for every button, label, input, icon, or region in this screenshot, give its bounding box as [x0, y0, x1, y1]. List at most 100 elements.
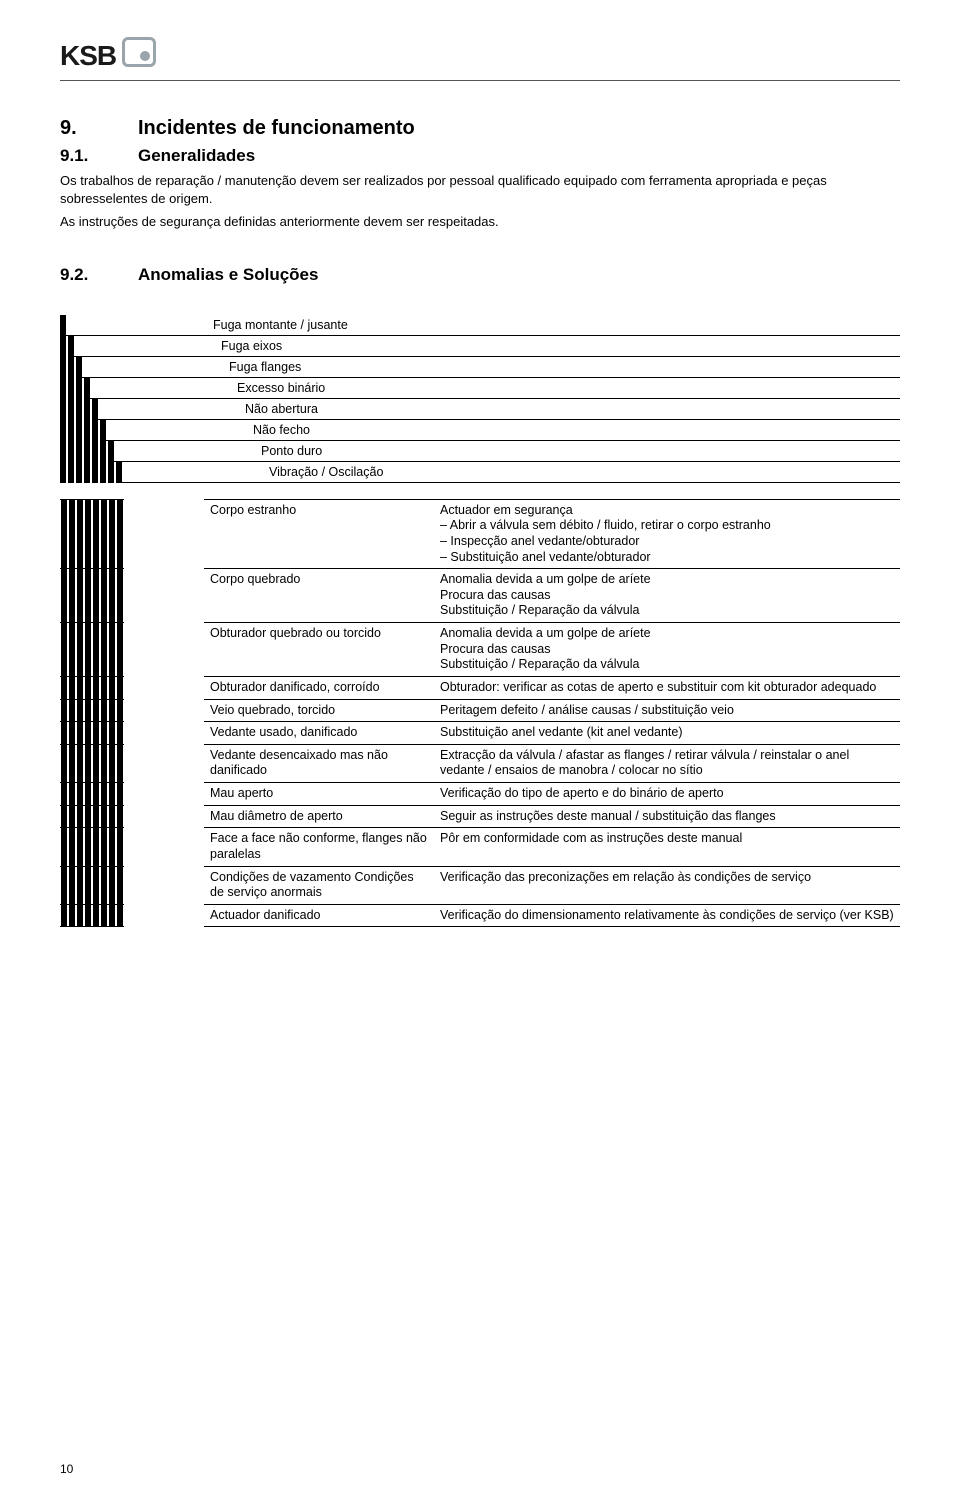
marker-icon — [93, 644, 99, 654]
marker-icon — [61, 591, 67, 601]
symptom-marker-cell — [84, 722, 92, 745]
symptom-marker-cell — [84, 805, 92, 828]
marker-icon — [93, 911, 99, 921]
symptom-marker-cell — [68, 676, 76, 699]
symptom-marker-cell — [76, 805, 84, 828]
remedy-cell: Substituição anel vedante (kit anel veda… — [434, 722, 900, 745]
subsection-2-number: 9.2. — [60, 265, 114, 285]
logo-mark-icon — [122, 37, 156, 67]
symptom-marker-cell — [92, 699, 100, 722]
symptom-label: Vibração / Oscilação — [269, 465, 383, 479]
cause-cell: Vedante desencaixado mas não danificado — [204, 744, 434, 782]
symptom-marker-cell — [84, 866, 92, 904]
cause-cell: Veio quebrado, torcido — [204, 699, 434, 722]
symptom-marker-cell — [108, 744, 116, 782]
symptom-marker-cell — [60, 783, 68, 806]
subsection-1-title: Generalidades — [138, 146, 255, 166]
symptom-header: Fuga eixos — [60, 336, 900, 357]
table-row: Mau apertoVerificação do tipo de aperto … — [60, 783, 900, 806]
marker-icon — [85, 591, 91, 601]
marker-icon — [117, 644, 123, 654]
symptom-marker-cell — [68, 783, 76, 806]
anomaly-table: Corpo estranhoActuador em segurança– Abr… — [60, 499, 900, 928]
marker-icon — [77, 842, 83, 852]
remedy-cell: Actuador em segurança– Abrir a válvula s… — [434, 499, 900, 569]
marker-icon — [117, 591, 123, 601]
symptom-marker-cell — [108, 499, 116, 569]
symptom-marker-cell — [92, 744, 100, 782]
symptom-marker-cell — [92, 866, 100, 904]
symptom-marker-cell — [92, 805, 100, 828]
remedy-cell: Extracção da válvula / afastar as flange… — [434, 744, 900, 782]
marker-icon — [101, 911, 107, 921]
symptom-label: Não fecho — [253, 423, 310, 437]
symptom-marker-cell — [92, 904, 100, 927]
table-row: Condições de vazamento Condições de serv… — [60, 866, 900, 904]
cause-cell: Corpo quebrado — [204, 569, 434, 623]
marker-icon — [61, 728, 67, 738]
symptom-marker-cell — [76, 828, 84, 866]
page-number: 10 — [60, 1462, 73, 1476]
marker-icon — [117, 705, 123, 715]
marker-icon — [101, 591, 107, 601]
symptom-marker-cell — [60, 623, 68, 677]
symptom-marker-cell — [84, 699, 92, 722]
marker-icon — [101, 789, 107, 799]
symptom-marker-cell — [92, 499, 100, 569]
symptom-marker-cell — [92, 783, 100, 806]
table-row: Obturador danificado, corroídoObturador:… — [60, 676, 900, 699]
marker-icon — [109, 529, 115, 539]
symptom-marker-cell — [60, 744, 68, 782]
remedy-cell: Anomalia devida a um golpe de aríeteProc… — [434, 569, 900, 623]
symptom-marker-cell — [76, 676, 84, 699]
symptom-marker-cell — [100, 783, 108, 806]
marker-icon — [101, 529, 107, 539]
table-row: Corpo estranhoActuador em segurança– Abr… — [60, 499, 900, 569]
symptom-marker-cell — [108, 699, 116, 722]
marker-icon — [101, 705, 107, 715]
symptom-marker-cell — [76, 499, 84, 569]
marker-icon — [117, 758, 123, 768]
symptom-marker-cell — [108, 866, 116, 904]
symptom-marker-cell — [60, 904, 68, 927]
symptom-header: Ponto duro — [60, 441, 900, 462]
symptom-marker-cell — [116, 499, 124, 569]
symptom-marker-cell — [116, 623, 124, 677]
symptom-marker-cell — [84, 623, 92, 677]
logo-text: KSB — [60, 40, 116, 72]
symptom-marker-cell — [68, 744, 76, 782]
remedy-cell: Anomalia devida a um golpe de aríeteProc… — [434, 623, 900, 677]
symptom-header: Não fecho — [60, 420, 900, 441]
symptom-marker-cell — [100, 722, 108, 745]
symptom-marker-cell — [92, 828, 100, 866]
symptom-marker-cell — [68, 805, 76, 828]
symptom-header: Excesso binário — [60, 378, 900, 399]
symptom-marker-cell — [92, 623, 100, 677]
symptom-label: Não abertura — [245, 402, 318, 416]
remedy-cell: Seguir as instruções deste manual / subs… — [434, 805, 900, 828]
symptom-marker-cell — [108, 783, 116, 806]
symptom-tree: Fuga montante / jusanteFuga eixosFuga fl… — [60, 315, 900, 483]
cause-cell: Vedante usado, danificado — [204, 722, 434, 745]
symptom-marker-cell — [116, 866, 124, 904]
table-row: Vedante desencaixado mas não danificadoE… — [60, 744, 900, 782]
marker-icon — [85, 683, 91, 693]
section-title: Incidentes de funcionamento — [138, 117, 415, 140]
symptom-marker-cell — [68, 569, 76, 623]
marker-icon — [101, 644, 107, 654]
symptom-marker-cell — [100, 744, 108, 782]
table-row: Vedante usado, danificadoSubstituição an… — [60, 722, 900, 745]
symptom-marker-cell — [76, 866, 84, 904]
table-row: Corpo quebradoAnomalia devida a um golpe… — [60, 569, 900, 623]
marker-icon — [77, 811, 83, 821]
symptom-marker-cell — [68, 722, 76, 745]
cause-cell: Condições de vazamento Condições de serv… — [204, 866, 434, 904]
marker-icon — [85, 529, 91, 539]
symptom-marker-cell — [92, 569, 100, 623]
symptom-marker-cell — [100, 805, 108, 828]
symptom-header: Vibração / Oscilação — [60, 462, 900, 483]
symptom-marker-cell — [116, 828, 124, 866]
marker-icon — [93, 529, 99, 539]
symptom-marker-cell — [76, 783, 84, 806]
cause-cell: Obturador quebrado ou torcido — [204, 623, 434, 677]
